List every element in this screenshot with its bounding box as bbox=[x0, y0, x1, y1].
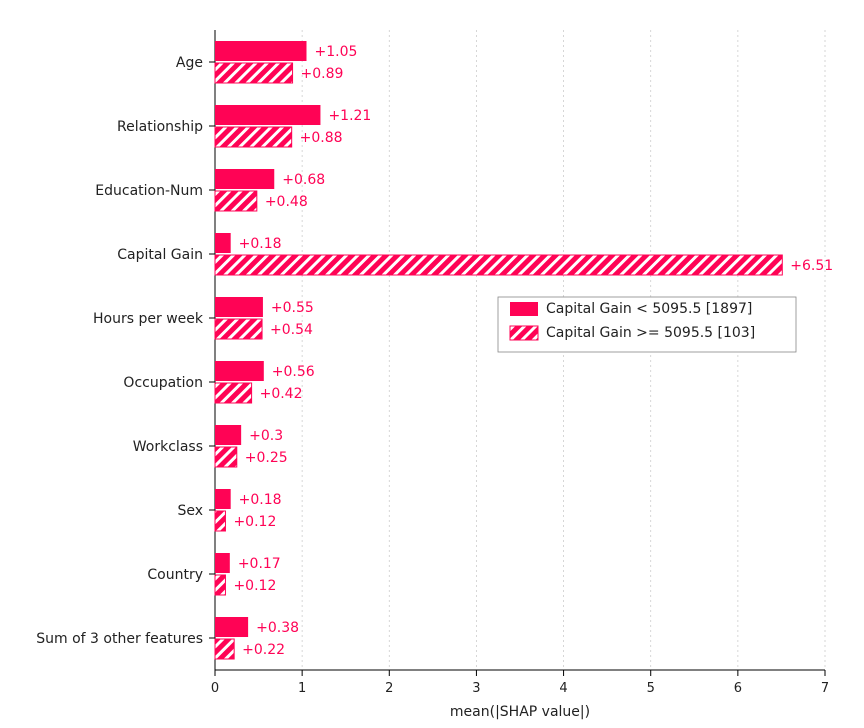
bar bbox=[215, 489, 231, 509]
bar bbox=[215, 361, 264, 381]
x-tick-label: 0 bbox=[211, 681, 219, 696]
bar-value-label: +6.51 bbox=[790, 258, 833, 274]
bar-value-label: +0.3 bbox=[249, 428, 283, 444]
category-label: Sum of 3 other features bbox=[36, 631, 203, 647]
x-tick-label: 7 bbox=[821, 681, 829, 696]
category-label: Education-Num bbox=[95, 183, 203, 199]
bar-value-label: +1.05 bbox=[315, 44, 358, 60]
bar-value-label: +0.42 bbox=[260, 386, 303, 402]
x-tick-label: 5 bbox=[647, 681, 655, 696]
bar-value-label: +0.48 bbox=[265, 194, 308, 210]
x-tick-label: 2 bbox=[385, 681, 393, 696]
bar-value-label: +0.55 bbox=[271, 300, 314, 316]
bar bbox=[215, 191, 257, 211]
bar-value-label: +0.68 bbox=[282, 172, 325, 188]
category-label: Hours per week bbox=[93, 311, 204, 327]
bar bbox=[215, 511, 225, 531]
bar-value-label: +0.12 bbox=[233, 578, 276, 594]
bar-value-label: +0.88 bbox=[300, 130, 343, 146]
bar bbox=[215, 639, 234, 659]
shap-bar-chart: 0 1 2 3 4 5 6 7 mean(|SHAP value|) Age +1.05 +0.89 R… bbox=[0, 0, 864, 728]
x-tick-label: 1 bbox=[298, 681, 306, 696]
bar bbox=[215, 617, 248, 637]
bar-value-label: +0.17 bbox=[238, 556, 281, 572]
legend-label: Capital Gain >= 5095.5 [103] bbox=[546, 325, 755, 341]
bar bbox=[215, 383, 252, 403]
x-axis-label: mean(|SHAP value|) bbox=[450, 704, 590, 720]
bar-value-label: +0.18 bbox=[239, 492, 282, 508]
bar bbox=[215, 169, 274, 189]
category-label: Country bbox=[147, 567, 203, 583]
category-label: Workclass bbox=[133, 439, 203, 455]
bar bbox=[215, 297, 263, 317]
legend-label: Capital Gain < 5095.5 [1897] bbox=[546, 301, 752, 317]
bar bbox=[215, 425, 241, 445]
bar bbox=[215, 553, 230, 573]
x-tick-label: 3 bbox=[472, 681, 480, 696]
category-label: Occupation bbox=[123, 375, 203, 391]
bar bbox=[215, 255, 782, 275]
bar-value-label: +0.22 bbox=[242, 642, 285, 658]
bar-value-label: +0.54 bbox=[270, 322, 313, 338]
bar bbox=[215, 575, 225, 595]
category-label: Sex bbox=[177, 503, 203, 519]
bar bbox=[215, 233, 231, 253]
bar bbox=[215, 447, 237, 467]
bar bbox=[215, 63, 293, 83]
bar-value-label: +0.56 bbox=[272, 364, 315, 380]
bar-value-label: +0.12 bbox=[233, 514, 276, 530]
category-label: Age bbox=[176, 55, 203, 71]
x-tick-label: 4 bbox=[559, 681, 567, 696]
bar-value-label: +1.21 bbox=[328, 108, 371, 124]
bar-value-label: +0.89 bbox=[301, 66, 344, 82]
x-tick-label: 6 bbox=[734, 681, 742, 696]
legend-swatch bbox=[510, 302, 538, 316]
bar-value-label: +0.25 bbox=[245, 450, 288, 466]
bar-value-label: +0.38 bbox=[256, 620, 299, 636]
legend-swatch bbox=[510, 326, 538, 340]
bar bbox=[215, 105, 320, 125]
category-label: Relationship bbox=[117, 119, 203, 135]
bar-value-label: +0.18 bbox=[239, 236, 282, 252]
bar bbox=[215, 319, 262, 339]
chart-svg: 0 1 2 3 4 5 6 7 mean(|SHAP value|) Age +1.05 +0.89 R… bbox=[0, 0, 864, 728]
bar bbox=[215, 41, 307, 61]
bar bbox=[215, 127, 292, 147]
category-label: Capital Gain bbox=[117, 247, 203, 263]
